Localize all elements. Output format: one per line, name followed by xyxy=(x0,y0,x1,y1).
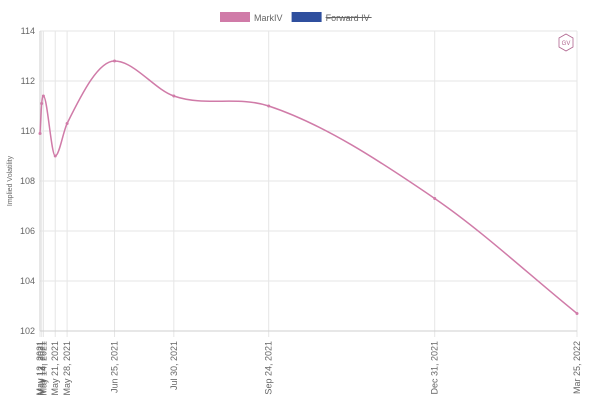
x-tick-label: Jun 25, 2021 xyxy=(110,341,120,393)
y-tick-label: 112 xyxy=(21,76,35,86)
y-tick-label: 106 xyxy=(20,226,35,236)
data-point[interactable] xyxy=(38,132,42,135)
data-point[interactable] xyxy=(40,102,44,105)
y-tick-label: 110 xyxy=(21,126,35,136)
x-tick-label: Sep 24, 2021 xyxy=(264,341,274,395)
legend: MarkIV Forward IV xyxy=(220,12,372,23)
series-line-0 xyxy=(39,60,578,315)
x-tick-label: May 12, 2021 xyxy=(35,341,45,396)
y-axis-title: Implied Volatility xyxy=(7,155,14,206)
data-point[interactable] xyxy=(267,104,271,108)
legend-item-0[interactable]: MarkIV xyxy=(220,12,283,23)
x-tick-label: May 28, 2021 xyxy=(62,341,72,396)
data-point[interactable] xyxy=(433,197,437,200)
axes xyxy=(39,31,577,332)
data-point[interactable] xyxy=(53,154,57,158)
x-tick-label: May 14, 2021 xyxy=(38,341,48,396)
series-layer xyxy=(38,59,579,315)
data-point[interactable] xyxy=(172,94,176,98)
gv-logo-icon: GV xyxy=(558,33,574,52)
data-point[interactable] xyxy=(65,122,69,125)
x-tick-label: Mar 25, 2022 xyxy=(572,341,582,394)
data-point[interactable] xyxy=(41,94,45,98)
data-point[interactable] xyxy=(575,312,579,315)
legend-swatch xyxy=(220,12,250,22)
y-tick-label: 102 xyxy=(20,326,35,336)
y-tick-label: 108 xyxy=(20,176,35,186)
legend-item-1[interactable]: Forward IV xyxy=(291,12,372,23)
y-axis-ticks: 102 104 106 108 110 112 114 xyxy=(20,26,35,336)
legend-label: MarkIV xyxy=(254,13,283,23)
badge-text: GV xyxy=(562,41,571,47)
y-tick-label: 114 xyxy=(21,26,35,36)
x-tick-label: Dec 31, 2021 xyxy=(430,341,440,395)
y-tick-label: 104 xyxy=(20,276,35,286)
legend-swatch xyxy=(291,12,322,22)
grid xyxy=(39,30,578,337)
x-tick-label: May 21, 2021 xyxy=(50,341,60,396)
x-tick-label: May 13, 2021 xyxy=(37,341,47,396)
data-point[interactable] xyxy=(113,59,117,63)
x-tick-label: Jul 30, 2021 xyxy=(169,341,179,390)
